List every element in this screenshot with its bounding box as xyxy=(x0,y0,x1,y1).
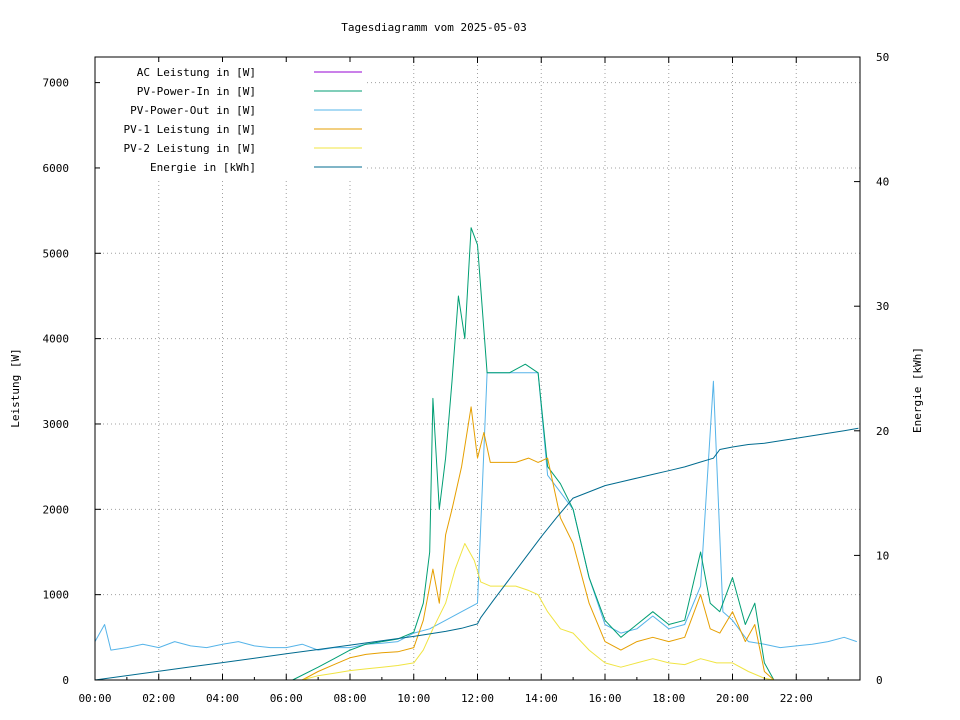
axis-layer: 00:00 02:00 04:00 06:00 08:00 10:00 12:00 14:00… xyxy=(43,51,890,705)
series-layer xyxy=(94,227,859,681)
y-tick-label: 3000 xyxy=(43,418,70,431)
y2-tick-label: 40 xyxy=(876,176,889,189)
y-tick-label: 2000 xyxy=(43,503,70,516)
chart-title: Tagesdiagramm vom 2025-05-03 xyxy=(341,21,526,34)
y2-tick-label: 20 xyxy=(876,425,889,438)
legend-label: PV-1 Leistung in [W] xyxy=(124,123,256,136)
x-tick-label: 22:00 xyxy=(780,692,813,705)
legend-label: AC Leistung in [W] xyxy=(137,66,256,79)
y-tick-label: 5000 xyxy=(43,247,70,260)
y2-tick-label: 0 xyxy=(876,674,883,687)
y-axis-label: Leistung [W] xyxy=(9,348,22,427)
x-tick-label: 20:00 xyxy=(716,692,749,705)
series-line xyxy=(94,427,859,681)
x-tick-label: 10:00 xyxy=(397,692,430,705)
y-tick-label: 4000 xyxy=(43,333,70,346)
y2-axis-label: Energie [kWh] xyxy=(911,347,924,433)
series-line xyxy=(292,227,775,681)
y-tick-label: 0 xyxy=(62,674,69,687)
legend-background xyxy=(100,62,365,178)
series-line xyxy=(301,406,775,681)
y-tick-label: 1000 xyxy=(43,589,70,602)
x-tick-label: 04:00 xyxy=(206,692,239,705)
x-tick-label: 16:00 xyxy=(588,692,621,705)
y2-tick-label: 30 xyxy=(876,300,889,313)
x-tick-label: 00:00 xyxy=(78,692,111,705)
legend-label: Energie in [kWh] xyxy=(150,161,256,174)
legend: AC Leistung in [W] PV-Power-In in [W] PV-P… xyxy=(100,62,365,178)
y2-tick-label: 50 xyxy=(876,51,889,64)
y2-tick-label: 10 xyxy=(876,549,889,562)
x-tick-label: 02:00 xyxy=(142,692,175,705)
series-line xyxy=(302,543,774,681)
y-tick-label: 7000 xyxy=(43,77,70,90)
x-tick-label: 08:00 xyxy=(333,692,366,705)
x-tick-label: 06:00 xyxy=(270,692,303,705)
x-tick-label: 14:00 xyxy=(525,692,558,705)
legend-label: PV-2 Leistung in [W] xyxy=(124,142,256,155)
legend-label: PV-Power-In in [W] xyxy=(137,85,256,98)
y-tick-label: 6000 xyxy=(43,162,70,175)
x-tick-label: 12:00 xyxy=(461,692,494,705)
x-tick-label: 18:00 xyxy=(652,692,685,705)
legend-label: PV-Power-Out in [W] xyxy=(130,104,256,117)
